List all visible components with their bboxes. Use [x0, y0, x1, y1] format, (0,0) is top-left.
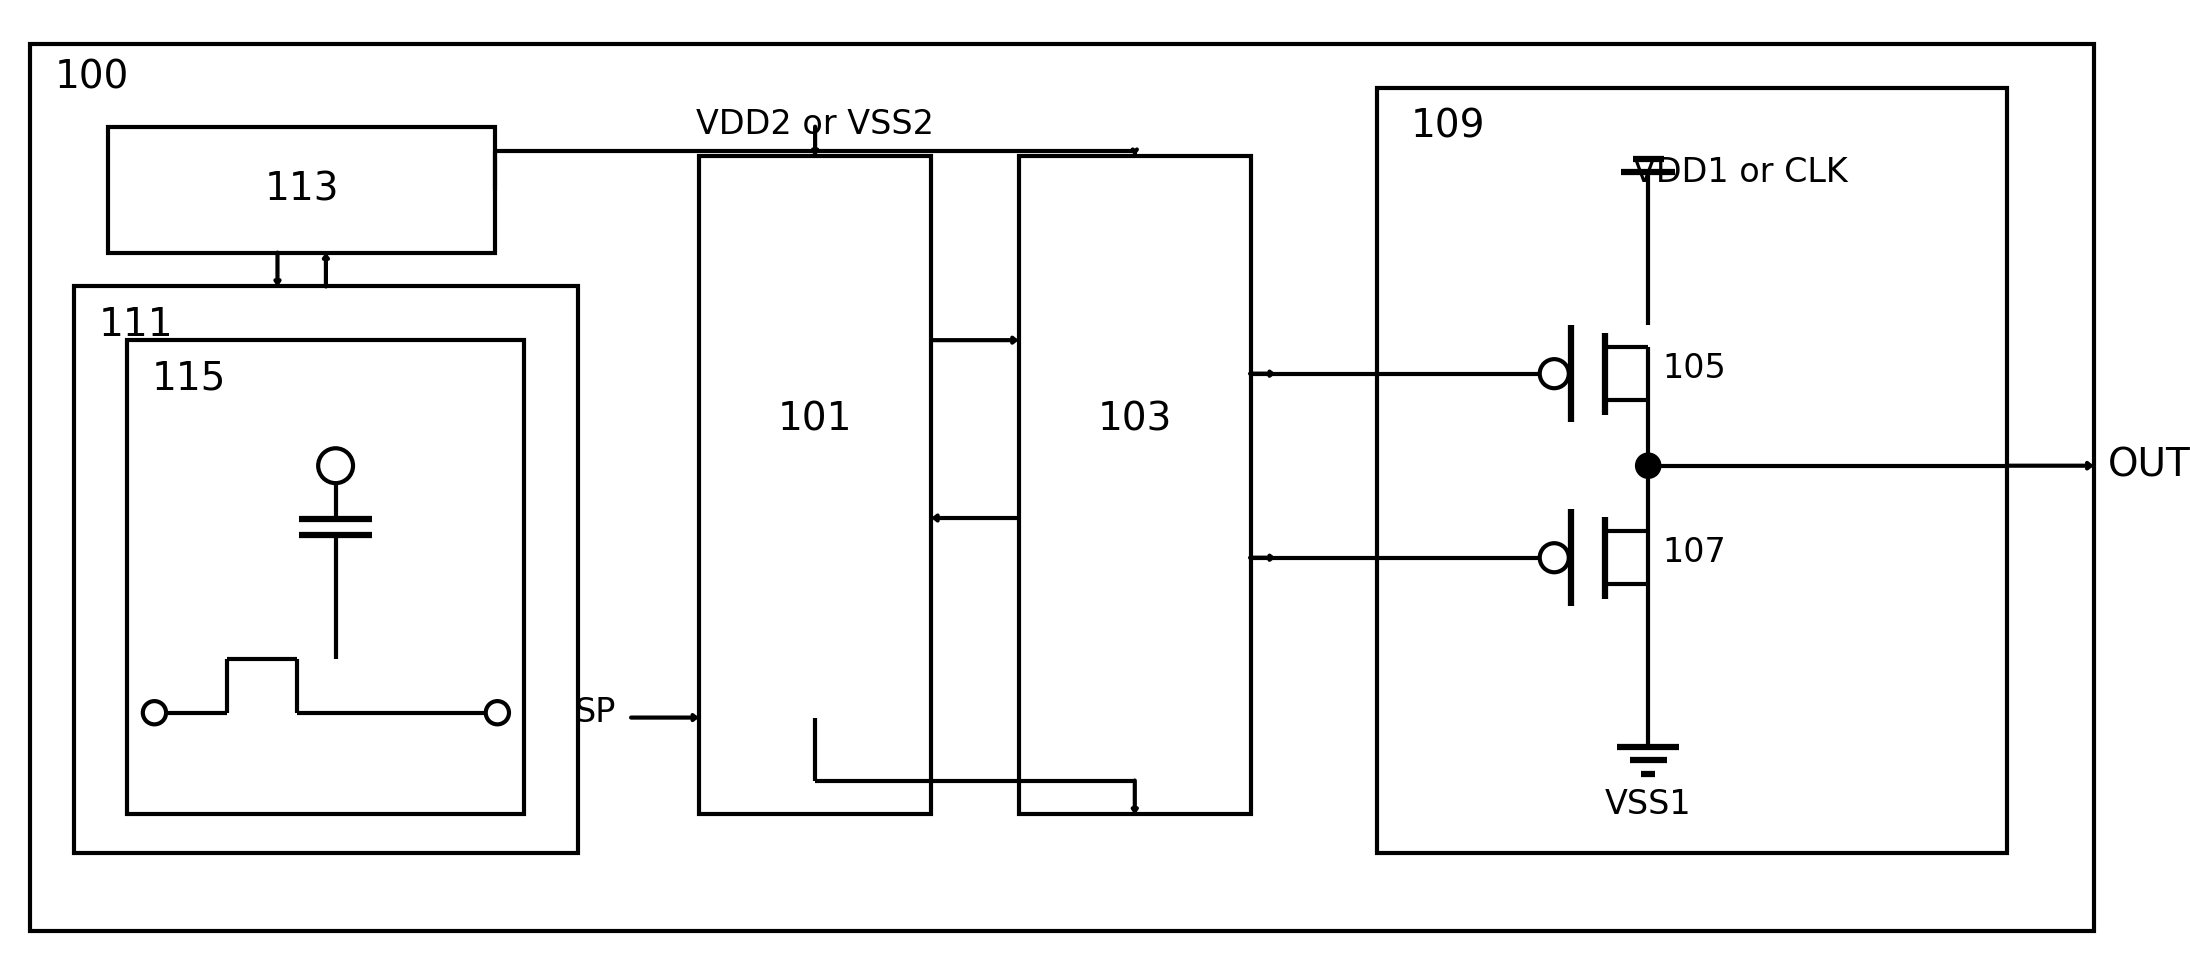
Text: 113: 113	[265, 171, 339, 209]
Bar	[699, 156, 931, 814]
Text: 105: 105	[1662, 352, 1726, 385]
Text: 107: 107	[1662, 536, 1726, 569]
Text: 101: 101	[777, 400, 852, 438]
Text: 100: 100	[55, 58, 129, 97]
Circle shape	[1636, 453, 1660, 479]
Bar	[74, 287, 578, 853]
Text: SP: SP	[576, 696, 618, 729]
Text: 103: 103	[1097, 400, 1172, 438]
Bar	[107, 127, 495, 253]
Text: 111: 111	[99, 306, 173, 344]
Bar	[1018, 156, 1250, 814]
Text: OUT: OUT	[2109, 447, 2190, 485]
Text: 115: 115	[151, 359, 226, 397]
Text: 109: 109	[1410, 107, 1485, 145]
Text: VDD1 or CLK: VDD1 or CLK	[1634, 156, 1848, 189]
Bar	[127, 339, 523, 814]
Text: VDD2 or VSS2: VDD2 or VSS2	[696, 108, 935, 141]
Bar	[1378, 88, 2006, 853]
Text: VSS1: VSS1	[1605, 789, 1691, 821]
